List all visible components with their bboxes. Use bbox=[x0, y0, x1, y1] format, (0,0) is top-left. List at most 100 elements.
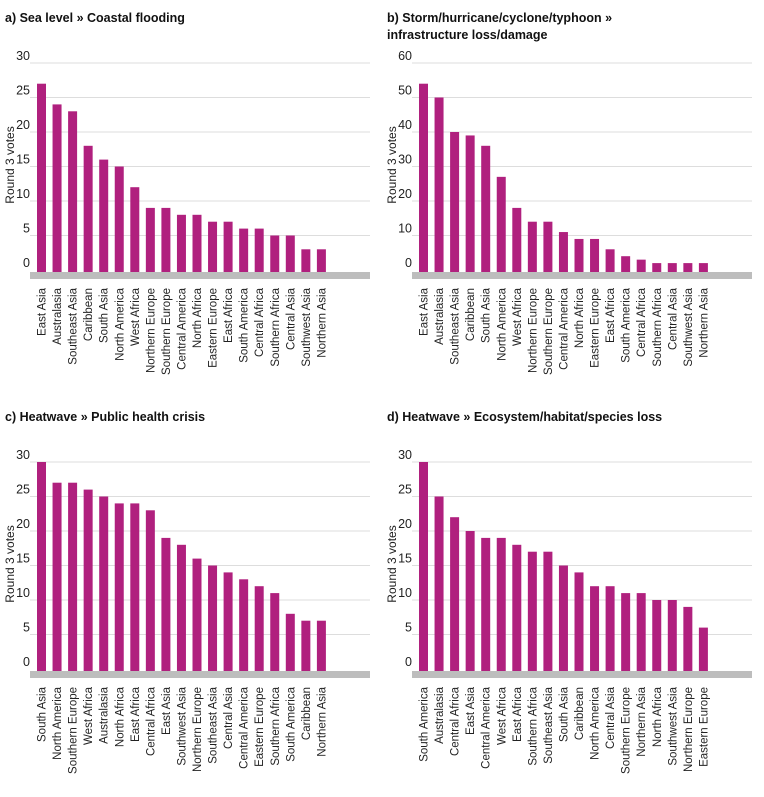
category-label: Southwest Asia bbox=[301, 287, 313, 366]
category-label: Southwest Asia bbox=[176, 686, 188, 765]
category-label: South America bbox=[285, 686, 297, 761]
y-tick-label: 5 bbox=[23, 621, 30, 635]
bar bbox=[481, 537, 491, 671]
category-label: East Asia bbox=[37, 287, 49, 336]
bar bbox=[161, 207, 171, 272]
bar bbox=[83, 145, 93, 272]
bar bbox=[285, 235, 295, 272]
bar bbox=[574, 238, 584, 272]
bar bbox=[496, 176, 506, 272]
category-label: Central Asia bbox=[667, 287, 679, 350]
y-tick-label: 0 bbox=[405, 256, 412, 270]
y-tick-label: 20 bbox=[398, 187, 412, 201]
y-tick-label: 20 bbox=[398, 517, 412, 531]
y-tick-label: 30 bbox=[398, 153, 412, 167]
chart-title-line: d) Heatwave » Ecosystem/habitat/species … bbox=[387, 410, 662, 424]
category-label: Southwest Asia bbox=[683, 287, 695, 366]
bar bbox=[512, 544, 522, 671]
category-label: Northern Asia bbox=[316, 287, 328, 357]
bar bbox=[316, 620, 326, 671]
bar bbox=[176, 544, 186, 671]
chart-panel-b: b) Storm/hurricane/cyclone/typhoon » infr… bbox=[382, 0, 764, 398]
category-label: Australasia bbox=[434, 686, 446, 743]
y-tick-label: 10 bbox=[16, 187, 30, 201]
category-label: Central America bbox=[481, 686, 493, 768]
bar bbox=[130, 187, 140, 272]
category-label: North America bbox=[114, 287, 126, 360]
category-label: East Africa bbox=[130, 686, 142, 742]
category-label: Southeast Asia bbox=[543, 686, 555, 763]
bar bbox=[481, 145, 491, 272]
y-tick-label: 20 bbox=[16, 118, 30, 132]
category-label: Central America bbox=[558, 287, 570, 369]
bar bbox=[434, 496, 444, 671]
y-tick-label: 20 bbox=[16, 517, 30, 531]
bar bbox=[419, 462, 428, 671]
bar bbox=[37, 462, 46, 671]
bar bbox=[176, 214, 186, 272]
bar bbox=[621, 256, 631, 272]
category-label: Central Asia bbox=[223, 686, 235, 749]
y-tick-label: 10 bbox=[398, 222, 412, 236]
bar bbox=[605, 249, 615, 272]
x-axis-baseline bbox=[412, 671, 752, 678]
bar bbox=[683, 263, 693, 272]
bar bbox=[636, 259, 646, 272]
bar bbox=[636, 593, 646, 671]
bar bbox=[558, 232, 568, 272]
y-tick-label: 40 bbox=[398, 118, 412, 132]
chart-title-line: c) Heatwave » Public health crisis bbox=[5, 410, 205, 424]
bar bbox=[99, 496, 109, 671]
chart-b: b) Storm/hurricane/cyclone/typhoon » infr… bbox=[385, 11, 752, 375]
category-label: South America bbox=[621, 287, 633, 362]
bar bbox=[652, 263, 662, 272]
category-label: Southern Africa bbox=[527, 686, 539, 765]
category-label: Southwest Asia bbox=[667, 686, 679, 765]
category-label: South Asia bbox=[37, 686, 49, 742]
y-axis-label: Round 3 votes bbox=[385, 126, 399, 203]
chart-panel-a: a) Sea level » Coastal flooding 0 5 10 15 20 2… bbox=[0, 0, 382, 398]
bar bbox=[590, 586, 600, 671]
bar bbox=[270, 593, 280, 671]
y-tick-label: 25 bbox=[16, 84, 30, 98]
bar bbox=[698, 263, 708, 272]
y-tick-label: 30 bbox=[16, 448, 30, 462]
bar bbox=[68, 482, 78, 671]
category-label: Central Africa bbox=[254, 287, 266, 357]
chart-title-line: infrastructure loss/damage bbox=[387, 28, 548, 42]
category-label: North America bbox=[590, 686, 602, 759]
category-label: Southern Africa bbox=[652, 287, 664, 366]
category-label: West Africa bbox=[130, 287, 142, 346]
bar bbox=[558, 565, 568, 671]
bar bbox=[130, 503, 140, 671]
bar bbox=[254, 228, 264, 272]
bar bbox=[574, 572, 584, 671]
chart-c: c) Heatwave » Public health crisis 0 5 10 15… bbox=[3, 410, 370, 774]
bar bbox=[145, 207, 155, 272]
category-label: Caribbean bbox=[574, 687, 586, 740]
y-tick-label: 50 bbox=[398, 84, 412, 98]
bar bbox=[434, 97, 444, 272]
category-label: Caribbean bbox=[301, 687, 313, 740]
bar bbox=[316, 249, 326, 272]
category-label: Northern Europe bbox=[527, 288, 539, 373]
bar bbox=[254, 586, 264, 671]
x-axis-baseline bbox=[30, 671, 370, 678]
category-label: South America bbox=[419, 686, 431, 761]
bar bbox=[301, 249, 311, 272]
chart-title-line: a) Sea level » Coastal flooding bbox=[5, 11, 185, 25]
y-tick-label: 30 bbox=[16, 49, 30, 63]
bar bbox=[543, 221, 553, 272]
category-label: East Africa bbox=[223, 287, 235, 343]
category-label: Caribbean bbox=[465, 288, 477, 341]
bar bbox=[605, 586, 615, 671]
bar bbox=[223, 572, 233, 671]
category-label: Southern Europe bbox=[161, 288, 173, 375]
bar bbox=[667, 600, 677, 671]
bar bbox=[83, 489, 93, 671]
y-tick-label: 15 bbox=[398, 552, 412, 566]
category-label: East Asia bbox=[465, 686, 477, 735]
bar bbox=[192, 558, 202, 671]
bar bbox=[52, 104, 62, 273]
category-label: Central America bbox=[239, 686, 251, 768]
